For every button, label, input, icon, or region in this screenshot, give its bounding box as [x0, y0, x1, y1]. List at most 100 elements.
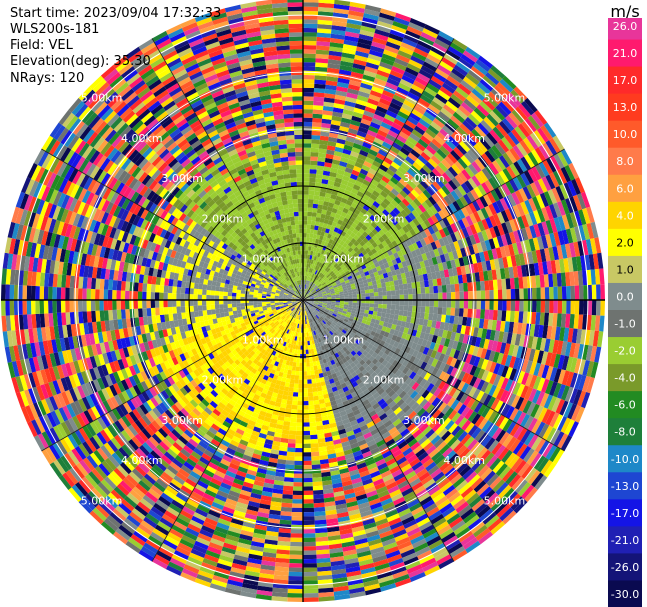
ppi-gate: [446, 224, 454, 235]
ppi-gate: [408, 244, 415, 252]
ppi-gate: [303, 439, 311, 444]
ppi-gate: [383, 49, 398, 58]
ppi-gate: [418, 35, 435, 47]
ppi-gate: [318, 6, 334, 13]
ppi-gate: [425, 186, 435, 197]
ppi-gate: [361, 293, 366, 297]
ppi-gate: [541, 364, 550, 379]
ppi-gate: [314, 295, 319, 298]
ppi-gate: [408, 59, 423, 69]
ppi-gate: [326, 292, 331, 295]
ppi-gate: [485, 290, 490, 300]
ppi-gate: [545, 205, 554, 220]
ppi-gate: [471, 175, 482, 187]
ppi-gate: [431, 367, 439, 377]
ppi-gate: [395, 12, 412, 23]
ppi-gate: [308, 281, 312, 286]
ppi-gate: [369, 306, 374, 312]
ppi-gate: [328, 50, 343, 57]
ppi-gate: [404, 246, 412, 254]
ppi-gate: [441, 185, 451, 196]
ppi-gate: [355, 255, 361, 261]
ppi-gate: [402, 366, 410, 375]
ppi-gate: [348, 5, 365, 13]
ppi-gate: [405, 222, 413, 231]
ppi-gate: [351, 285, 356, 290]
ppi-gate: [477, 231, 485, 243]
ppi-gate: [409, 132, 421, 143]
ppi-gate: [458, 333, 465, 343]
ppi-gate: [377, 129, 388, 138]
ppi-gate: [444, 78, 458, 91]
ppi-gate: [390, 290, 396, 296]
ppi-gate: [360, 286, 365, 291]
ppi-gate: [289, 546, 303, 551]
ppi-gate: [414, 384, 423, 394]
ppi-gate: [297, 401, 303, 406]
ppi-gate: [333, 3, 350, 11]
ppi-gate: [450, 93, 464, 106]
ppi-gate: [498, 101, 512, 116]
ppi-gate: [297, 409, 303, 414]
ppi-gate: [354, 180, 363, 188]
ppi-gate: [309, 426, 317, 431]
ppi-gate: [499, 78, 514, 93]
ppi-gate: [336, 238, 342, 244]
ppi-gate: [288, 567, 303, 573]
ppi-gate: [305, 250, 309, 255]
ppi-gate: [283, 386, 290, 392]
ppi-gate: [547, 395, 558, 411]
ppi-gate: [432, 409, 442, 420]
ppi-gate: [345, 185, 353, 192]
ppi-gate: [441, 261, 448, 271]
ppi-gate: [413, 404, 423, 414]
ppi-gate: [359, 197, 368, 205]
ppi-gate: [374, 348, 381, 355]
ppi-gate: [303, 529, 316, 534]
ppi-gate: [401, 103, 414, 113]
ppi-gate: [514, 479, 528, 494]
ppi-gate: [333, 236, 339, 243]
ppi-gate: [468, 344, 475, 356]
ppi-gate: [431, 138, 443, 149]
ppi-gate: [458, 57, 473, 70]
ppi-gate: [330, 323, 336, 328]
ppi-gate: [487, 249, 494, 261]
ppi-gate: [337, 219, 344, 226]
ppi-gate: [401, 198, 410, 207]
ppi-gate: [309, 301, 315, 304]
ppi-gate: [393, 341, 400, 348]
ppi-gate: [307, 280, 310, 286]
ppi-gate: [319, 217, 325, 223]
ppi-gate: [349, 191, 357, 199]
ppi-gate: [338, 277, 344, 282]
ppi-gate: [398, 390, 407, 399]
ppi-gate: [347, 247, 354, 253]
ppi-gate: [378, 148, 388, 157]
ppi-gate: [465, 363, 474, 375]
ppi-gate: [424, 286, 430, 294]
ppi-gate: [381, 308, 387, 314]
ppi-gate: [356, 293, 362, 298]
ppi-gate: [446, 300, 452, 308]
ppi-gate: [332, 313, 337, 317]
ppi-gate: [567, 403, 577, 420]
ppi-gate: [290, 374, 296, 380]
ppi-gate: [471, 459, 483, 472]
ppi-gate: [453, 187, 464, 199]
ppi-gate: [470, 441, 482, 454]
ppi-gate: [309, 286, 313, 291]
ppi-gate: [342, 193, 350, 200]
ppi-gate: [464, 264, 471, 275]
ppi-gate: [343, 268, 349, 273]
ppi-gate: [453, 64, 468, 77]
ppi-gate: [431, 397, 441, 407]
ppi-gate: [537, 407, 548, 422]
ppi-gate: [435, 369, 443, 379]
ppi-gate: [315, 53, 329, 60]
ppi-gate: [280, 511, 292, 517]
ppi-gate: [349, 315, 355, 320]
ppi-gate: [377, 370, 385, 378]
ppi-gate: [309, 297, 315, 299]
ppi-gate: [501, 98, 515, 113]
